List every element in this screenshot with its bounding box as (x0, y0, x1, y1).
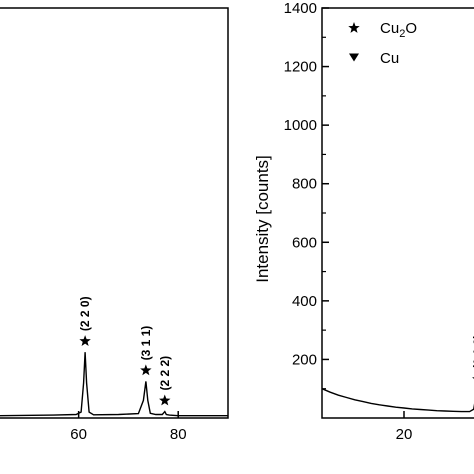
legend-label: Cu (380, 50, 399, 67)
peak-label: (2 2 0) (78, 296, 92, 331)
legend-label: Cu2O (380, 20, 417, 40)
right-y-tick-label: 1400 (284, 0, 317, 17)
right-y-axis-title: Intensity [counts] (253, 155, 272, 283)
right-chart-panel: 20 200 400 600 800 1000 1200 1400 Intensity [cou… (253, 0, 474, 443)
right-y-tick-label: 400 (292, 293, 317, 310)
right-series-line (321, 388, 474, 413)
right-y-tick-label: 200 (292, 351, 317, 368)
left-x-tick-label: 60 (70, 426, 87, 443)
right-y-tick-label: 600 (292, 234, 317, 251)
legend-star-icon (348, 22, 360, 33)
right-y-tick-label: 1200 (284, 59, 317, 76)
peak-label: (1 1 0) (471, 334, 474, 369)
peak-label: (2 2 2) (158, 356, 172, 391)
peak-label: (3 1 1) (139, 326, 153, 361)
left-x-tick-label: 80 (170, 426, 187, 443)
star-marker-icon (159, 394, 171, 406)
left-series-line (0, 352, 228, 417)
legend-triangle-down-icon (349, 53, 359, 62)
right-x-tick-label: 20 (396, 426, 413, 443)
star-marker-icon (140, 364, 152, 376)
right-y-tick-label: 800 (292, 176, 317, 193)
left-plot-frame (0, 7, 229, 419)
right-y-tick-label: 1000 (284, 117, 317, 134)
star-marker-icon (79, 335, 91, 346)
left-chart-panel: 60 80 (2 2 0) (3 1 1) (2 2 2) (0, 7, 229, 443)
right-plot-frame (321, 7, 474, 419)
